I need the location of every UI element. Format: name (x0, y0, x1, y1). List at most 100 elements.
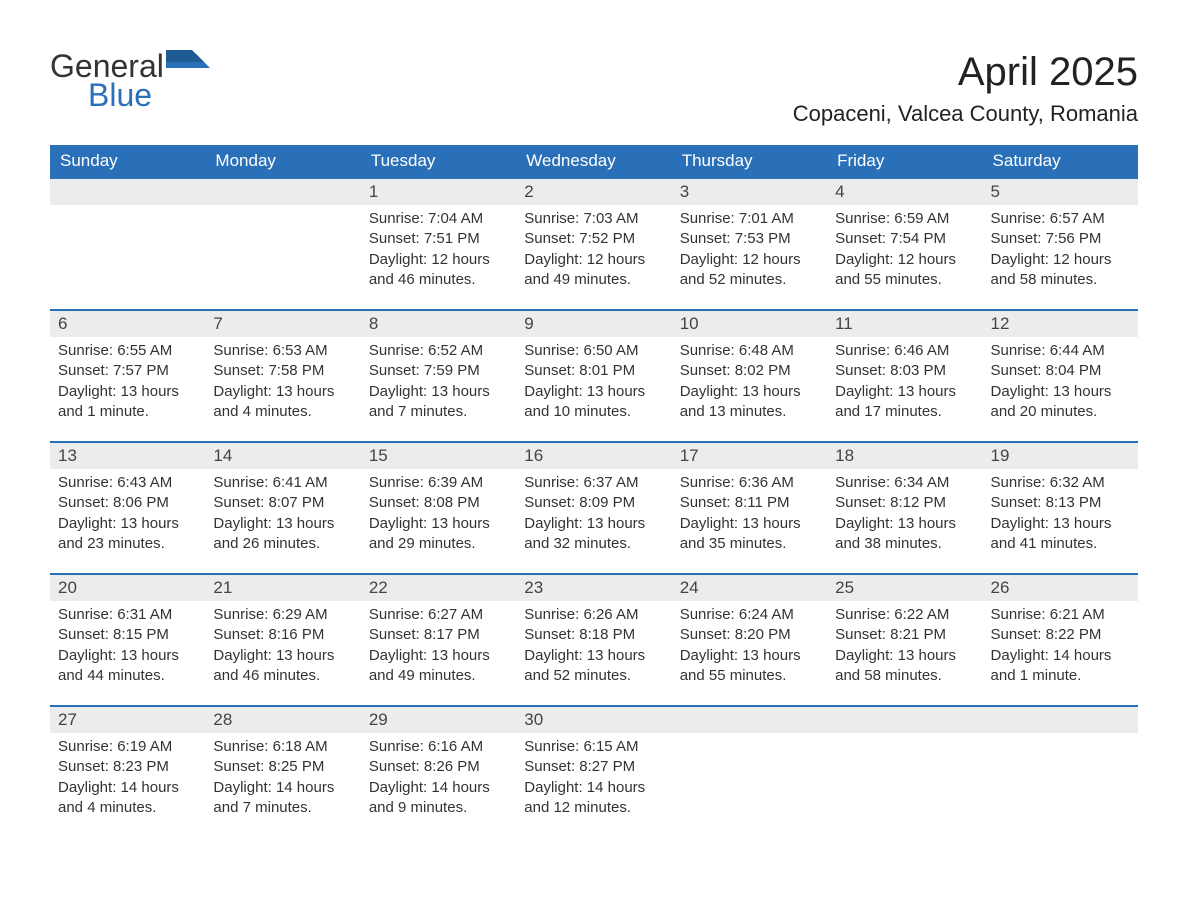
day-content: Sunrise: 6:39 AMSunset: 8:08 PMDaylight:… (361, 469, 516, 560)
sunset-text: Sunset: 7:54 PM (835, 229, 974, 249)
calendar-cell: 13Sunrise: 6:43 AMSunset: 8:06 PMDayligh… (50, 441, 205, 573)
calendar-cell: 9Sunrise: 6:50 AMSunset: 8:01 PMDaylight… (516, 309, 671, 441)
day-content (672, 733, 827, 743)
day-content: Sunrise: 6:46 AMSunset: 8:03 PMDaylight:… (827, 337, 982, 428)
daylight-text: Daylight: 14 hours and 1 minute. (991, 646, 1130, 687)
sunrise-text: Sunrise: 6:19 AM (58, 737, 197, 757)
sunset-text: Sunset: 8:15 PM (58, 625, 197, 645)
header: General Blue April 2025 Copaceni, Valcea… (50, 50, 1138, 135)
day-number: 15 (361, 441, 516, 469)
sunset-text: Sunset: 7:56 PM (991, 229, 1130, 249)
daylight-text: Daylight: 12 hours and 46 minutes. (369, 250, 508, 291)
daylight-text: Daylight: 13 hours and 41 minutes. (991, 514, 1130, 555)
sunrise-text: Sunrise: 6:37 AM (524, 473, 663, 493)
daylight-text: Daylight: 13 hours and 32 minutes. (524, 514, 663, 555)
sunrise-text: Sunrise: 6:59 AM (835, 209, 974, 229)
sunrise-text: Sunrise: 6:36 AM (680, 473, 819, 493)
calendar-cell: 24Sunrise: 6:24 AMSunset: 8:20 PMDayligh… (672, 573, 827, 705)
day-number: 16 (516, 441, 671, 469)
sunset-text: Sunset: 7:57 PM (58, 361, 197, 381)
day-content: Sunrise: 6:26 AMSunset: 8:18 PMDaylight:… (516, 601, 671, 692)
day-number: 19 (983, 441, 1138, 469)
day-content: Sunrise: 6:18 AMSunset: 8:25 PMDaylight:… (205, 733, 360, 824)
calendar-row: 6Sunrise: 6:55 AMSunset: 7:57 PMDaylight… (50, 309, 1138, 441)
daylight-text: Daylight: 12 hours and 58 minutes. (991, 250, 1130, 291)
sunrise-text: Sunrise: 6:24 AM (680, 605, 819, 625)
weekday-header: Monday (205, 145, 360, 177)
sunrise-text: Sunrise: 6:55 AM (58, 341, 197, 361)
calendar-cell: 4Sunrise: 6:59 AMSunset: 7:54 PMDaylight… (827, 177, 982, 309)
calendar-cell (50, 177, 205, 309)
calendar-cell: 29Sunrise: 6:16 AMSunset: 8:26 PMDayligh… (361, 705, 516, 837)
location-subtitle: Copaceni, Valcea County, Romania (793, 101, 1138, 127)
day-number: 24 (672, 573, 827, 601)
calendar-cell: 19Sunrise: 6:32 AMSunset: 8:13 PMDayligh… (983, 441, 1138, 573)
day-content: Sunrise: 6:50 AMSunset: 8:01 PMDaylight:… (516, 337, 671, 428)
daylight-text: Daylight: 13 hours and 23 minutes. (58, 514, 197, 555)
logo-flag-icon (166, 50, 210, 83)
daylight-text: Daylight: 14 hours and 4 minutes. (58, 778, 197, 819)
calendar-cell: 10Sunrise: 6:48 AMSunset: 8:02 PMDayligh… (672, 309, 827, 441)
day-content (50, 205, 205, 215)
sunrise-text: Sunrise: 6:41 AM (213, 473, 352, 493)
daylight-text: Daylight: 13 hours and 26 minutes. (213, 514, 352, 555)
sunset-text: Sunset: 8:21 PM (835, 625, 974, 645)
sunrise-text: Sunrise: 6:52 AM (369, 341, 508, 361)
weekday-header: Thursday (672, 145, 827, 177)
calendar-cell: 16Sunrise: 6:37 AMSunset: 8:09 PMDayligh… (516, 441, 671, 573)
daylight-text: Daylight: 14 hours and 12 minutes. (524, 778, 663, 819)
sunrise-text: Sunrise: 6:53 AM (213, 341, 352, 361)
sunrise-text: Sunrise: 6:50 AM (524, 341, 663, 361)
logo-word2: Blue (88, 79, 210, 111)
daylight-text: Daylight: 13 hours and 49 minutes. (369, 646, 508, 687)
calendar-cell: 15Sunrise: 6:39 AMSunset: 8:08 PMDayligh… (361, 441, 516, 573)
day-number (205, 177, 360, 205)
day-content: Sunrise: 6:19 AMSunset: 8:23 PMDaylight:… (50, 733, 205, 824)
daylight-text: Daylight: 13 hours and 4 minutes. (213, 382, 352, 423)
day-number: 10 (672, 309, 827, 337)
sunset-text: Sunset: 8:18 PM (524, 625, 663, 645)
day-number: 25 (827, 573, 982, 601)
day-number: 18 (827, 441, 982, 469)
sunset-text: Sunset: 8:06 PM (58, 493, 197, 513)
sunset-text: Sunset: 8:11 PM (680, 493, 819, 513)
day-number: 12 (983, 309, 1138, 337)
sunset-text: Sunset: 8:01 PM (524, 361, 663, 381)
daylight-text: Daylight: 13 hours and 55 minutes. (680, 646, 819, 687)
calendar-cell (983, 705, 1138, 837)
day-content (827, 733, 982, 743)
calendar-cell: 14Sunrise: 6:41 AMSunset: 8:07 PMDayligh… (205, 441, 360, 573)
day-content: Sunrise: 6:57 AMSunset: 7:56 PMDaylight:… (983, 205, 1138, 296)
sunset-text: Sunset: 8:23 PM (58, 757, 197, 777)
sunrise-text: Sunrise: 6:34 AM (835, 473, 974, 493)
day-content: Sunrise: 6:24 AMSunset: 8:20 PMDaylight:… (672, 601, 827, 692)
daylight-text: Daylight: 12 hours and 52 minutes. (680, 250, 819, 291)
calendar-cell: 18Sunrise: 6:34 AMSunset: 8:12 PMDayligh… (827, 441, 982, 573)
sunrise-text: Sunrise: 6:16 AM (369, 737, 508, 757)
sunset-text: Sunset: 7:58 PM (213, 361, 352, 381)
day-content: Sunrise: 6:48 AMSunset: 8:02 PMDaylight:… (672, 337, 827, 428)
daylight-text: Daylight: 13 hours and 58 minutes. (835, 646, 974, 687)
sunset-text: Sunset: 8:27 PM (524, 757, 663, 777)
calendar-cell: 1Sunrise: 7:04 AMSunset: 7:51 PMDaylight… (361, 177, 516, 309)
day-number: 5 (983, 177, 1138, 205)
sunrise-text: Sunrise: 6:27 AM (369, 605, 508, 625)
calendar-cell: 27Sunrise: 6:19 AMSunset: 8:23 PMDayligh… (50, 705, 205, 837)
sunrise-text: Sunrise: 6:15 AM (524, 737, 663, 757)
sunset-text: Sunset: 8:02 PM (680, 361, 819, 381)
daylight-text: Daylight: 13 hours and 1 minute. (58, 382, 197, 423)
day-content: Sunrise: 6:52 AMSunset: 7:59 PMDaylight:… (361, 337, 516, 428)
sunset-text: Sunset: 8:03 PM (835, 361, 974, 381)
day-content: Sunrise: 6:32 AMSunset: 8:13 PMDaylight:… (983, 469, 1138, 560)
day-number (672, 705, 827, 733)
calendar-cell: 30Sunrise: 6:15 AMSunset: 8:27 PMDayligh… (516, 705, 671, 837)
daylight-text: Daylight: 12 hours and 55 minutes. (835, 250, 974, 291)
weekday-header: Wednesday (516, 145, 671, 177)
logo: General Blue (50, 50, 210, 111)
day-number: 13 (50, 441, 205, 469)
calendar-cell: 28Sunrise: 6:18 AMSunset: 8:25 PMDayligh… (205, 705, 360, 837)
calendar-cell: 26Sunrise: 6:21 AMSunset: 8:22 PMDayligh… (983, 573, 1138, 705)
day-content: Sunrise: 7:04 AMSunset: 7:51 PMDaylight:… (361, 205, 516, 296)
calendar-cell: 3Sunrise: 7:01 AMSunset: 7:53 PMDaylight… (672, 177, 827, 309)
daylight-text: Daylight: 12 hours and 49 minutes. (524, 250, 663, 291)
